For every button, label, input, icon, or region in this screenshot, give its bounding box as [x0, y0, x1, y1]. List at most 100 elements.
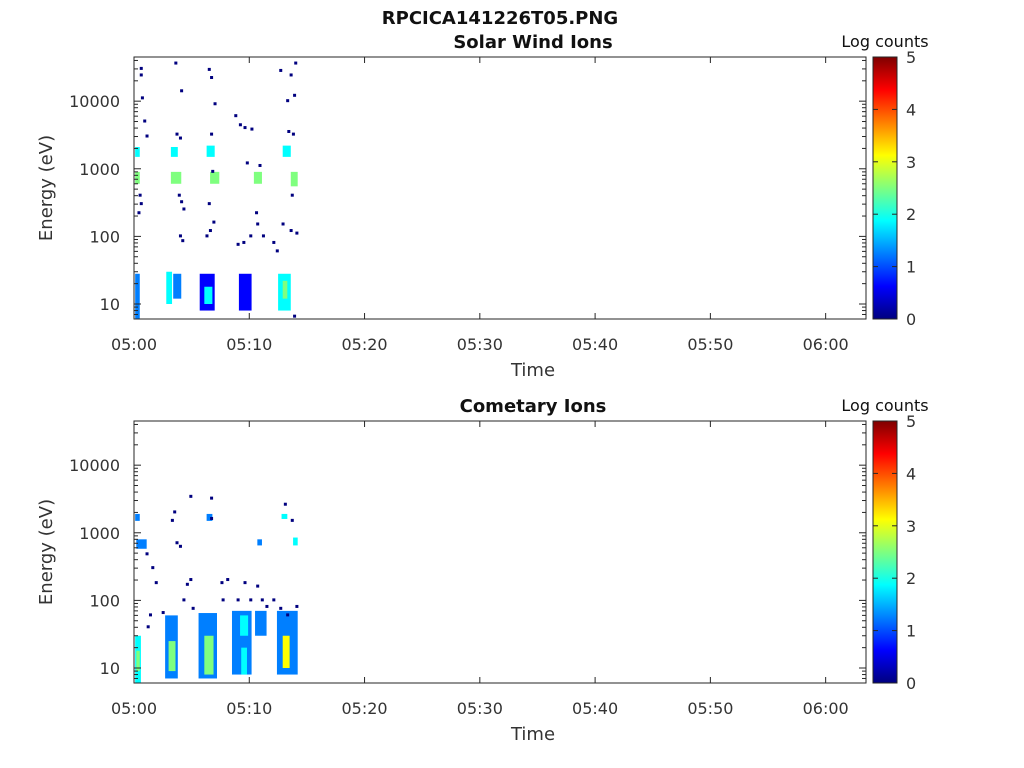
data-dot	[238, 123, 242, 127]
colorbar-label: Log counts	[841, 32, 928, 51]
axes-frame	[133, 56, 867, 320]
data-dot	[289, 229, 293, 233]
y-axis-label: Energy (eV)	[36, 499, 57, 605]
colorbar-tick-label: 0	[906, 674, 916, 693]
data-dot	[260, 598, 264, 602]
plot-area	[134, 421, 866, 683]
data-dot	[243, 126, 247, 130]
data-cell	[282, 280, 288, 299]
data-dot	[236, 598, 240, 602]
data-dot	[294, 61, 298, 65]
data-cell	[135, 513, 140, 521]
data-dot	[210, 516, 214, 520]
data-dot	[146, 625, 150, 629]
data-cell	[206, 145, 215, 157]
data-dot	[189, 578, 193, 582]
data-dot	[178, 234, 182, 238]
data-cell	[204, 635, 214, 675]
x-tick-label: 05:20	[341, 699, 387, 718]
colorbar-tick-label: 2	[906, 569, 916, 588]
colorbar-tick-label: 1	[906, 258, 916, 277]
data-dot	[226, 578, 230, 582]
data-dot	[236, 242, 240, 246]
plot-area	[134, 57, 866, 319]
data-dot	[272, 598, 276, 602]
data-dot	[180, 200, 184, 204]
data-dot	[286, 99, 290, 103]
x-tick-label: 05:10	[226, 699, 272, 718]
y-tick-label: 1000	[79, 160, 120, 179]
y-axis-label: Energy (eV)	[36, 135, 57, 241]
data-cell	[168, 641, 176, 672]
data-dot	[208, 229, 212, 233]
y-tick-label: 10000	[69, 456, 120, 475]
colorbar-label: Log counts	[841, 396, 928, 415]
data-dot	[283, 502, 287, 506]
data-dot	[175, 541, 179, 545]
colorbar-tick-label: 3	[906, 153, 916, 172]
data-cell	[241, 647, 247, 675]
data-dot	[161, 611, 165, 615]
y-tick-label: 100	[89, 591, 120, 610]
x-tick-label: 05:30	[457, 699, 503, 718]
data-dot	[151, 566, 155, 570]
data-dot	[261, 234, 265, 238]
data-dot	[289, 73, 293, 77]
data-dot	[189, 494, 193, 498]
data-dot	[258, 163, 262, 167]
y-tick-label: 1000	[79, 524, 120, 543]
data-dot	[174, 61, 178, 65]
data-dot	[170, 518, 174, 522]
colorbar-tick-label: 5	[906, 412, 916, 431]
x-tick-label: 05:50	[687, 335, 733, 354]
axes-frame	[133, 420, 867, 684]
data-dot	[212, 220, 216, 224]
x-tick-label: 05:10	[226, 335, 272, 354]
solar-wind-ions-panel: 05:00 05:10 05:20 05:30 05:40 05:50 06:0010100…	[36, 32, 929, 381]
data-dot	[290, 193, 294, 197]
y-tick-label: 10	[100, 659, 120, 678]
panel-title: Solar Wind Ions	[453, 32, 612, 53]
data-dot	[205, 234, 209, 238]
data-cell	[290, 171, 298, 187]
data-dot	[175, 132, 179, 136]
data-cell	[253, 171, 262, 184]
colorbar-tick-label: 2	[906, 205, 916, 224]
data-dot	[180, 89, 184, 93]
x-tick-label: 05:40	[572, 335, 618, 354]
data-dot	[293, 314, 297, 318]
x-axis-label: Time	[510, 360, 555, 381]
data-dot	[221, 598, 225, 602]
data-cell	[135, 273, 140, 319]
colorbar-tick-label: 3	[906, 517, 916, 536]
data-dot	[140, 96, 144, 100]
x-tick-label: 05:30	[457, 335, 503, 354]
data-dot	[210, 496, 214, 500]
data-dot	[177, 193, 181, 197]
data-dot	[207, 202, 211, 206]
data-dot	[173, 510, 177, 514]
data-dot	[256, 222, 260, 226]
x-tick-label: 06:00	[803, 335, 849, 354]
data-cell	[173, 273, 182, 299]
data-dot	[178, 544, 182, 548]
data-dot	[213, 102, 217, 106]
data-cell	[240, 615, 249, 636]
data-cell	[210, 171, 220, 184]
data-cell	[170, 146, 178, 157]
data-dot	[139, 202, 143, 206]
x-tick-label: 05:00	[111, 335, 157, 354]
data-dot	[295, 604, 299, 608]
y-tick-label: 10	[100, 295, 120, 314]
data-dot	[181, 239, 185, 243]
data-dot	[139, 66, 143, 70]
y-tick-label: 100	[89, 227, 120, 246]
data-dot	[143, 119, 147, 123]
data-dot	[279, 606, 283, 610]
data-dot	[185, 582, 189, 586]
data-dot	[182, 598, 186, 602]
figure-title: RPCICA141226T05.PNG	[382, 8, 618, 29]
data-cell	[238, 273, 252, 311]
x-tick-label: 06:00	[803, 699, 849, 718]
data-cell	[281, 513, 288, 519]
